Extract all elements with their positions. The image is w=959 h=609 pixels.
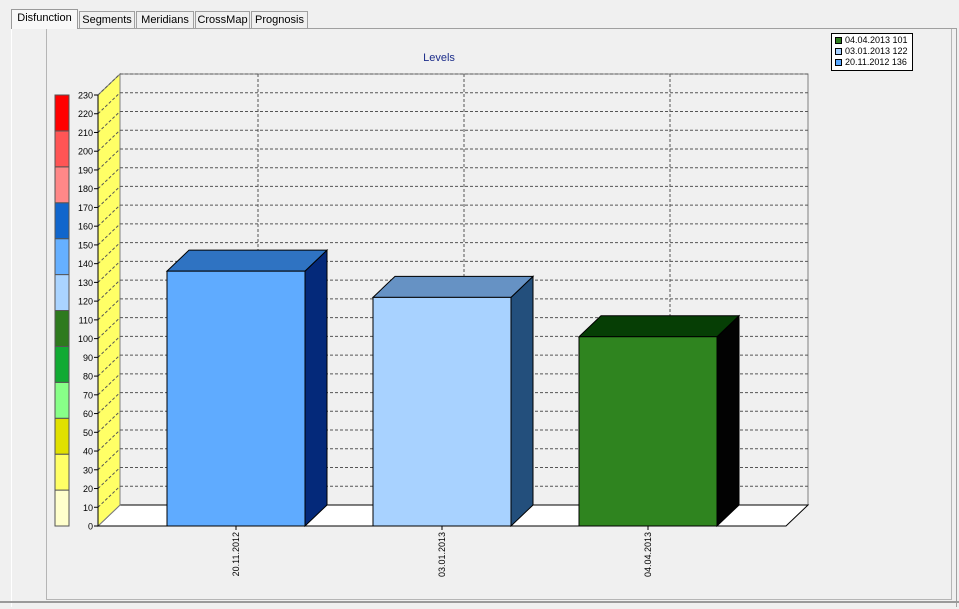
y-tick-label: 190 [78, 165, 93, 175]
tab-disfunction[interactable]: Disfunction [11, 9, 78, 29]
y-tick-label: 70 [83, 390, 93, 400]
level-scale-segment [54, 274, 70, 312]
legend-item: 04.04.2013 101 [835, 35, 912, 46]
y-tick-label: 110 [79, 315, 93, 325]
legend-label: 20.11.2012 136 [845, 57, 907, 67]
gridline-wall [97, 223, 121, 246]
bar-side [304, 248, 328, 528]
y-tick-label: 160 [78, 222, 93, 232]
y-tick-label: 50 [83, 428, 93, 438]
bar-top [371, 275, 535, 298]
y-tick-label: 30 [83, 465, 93, 475]
y-tick-label: 150 [78, 240, 93, 250]
y-tick-label: 90 [83, 353, 93, 363]
gridline-wall [97, 448, 121, 471]
y-tick-label: 80 [83, 372, 93, 382]
y-tick-label: 170 [78, 203, 93, 213]
gridline-wall [97, 317, 121, 339]
y-tick-label: 10 [83, 503, 93, 513]
bar [372, 296, 512, 527]
gridline-wall [97, 467, 121, 489]
gridline-wall [97, 204, 121, 227]
level-scale-segment [54, 238, 70, 276]
bar-side [510, 275, 534, 528]
gridline-wall [97, 129, 121, 152]
tab-crossmap[interactable]: CrossMap [195, 11, 250, 28]
gridline-wall [97, 73, 121, 96]
tab-prognosis[interactable]: Prognosis [251, 11, 308, 28]
legend-label: 04.04.2013 101 [845, 35, 908, 45]
gridline-wall [97, 410, 121, 433]
bar-top [165, 249, 329, 272]
legend-item: 03.01.2013 122 [835, 46, 912, 57]
legend-swatch [835, 59, 842, 66]
chart-legend: 04.04.2013 101 03.01.2013 122 20.11.2012 1… [831, 33, 913, 71]
bar-top [577, 315, 741, 338]
legend-item: 20.11.2012 136 [835, 57, 912, 68]
gridline-wall [97, 261, 121, 283]
y-tick-label: 180 [78, 184, 93, 194]
level-scale-segment [54, 310, 70, 347]
y-tick-label: 60 [83, 409, 93, 419]
gridline-wall [97, 111, 121, 133]
level-scale-segment [54, 381, 70, 419]
level-scale-segment [54, 489, 70, 527]
gridline-wall [97, 186, 121, 208]
chart-frame [46, 29, 952, 600]
chart-title: Levels [423, 52, 455, 64]
tab-segments[interactable]: Segments [79, 11, 135, 28]
y-tick-label: 120 [78, 297, 93, 307]
y-tick-label: 210 [78, 128, 93, 138]
gridline-wall [97, 298, 121, 321]
bottom-divider [0, 601, 959, 603]
y-tick-label: 200 [78, 147, 93, 157]
gridline-wall [97, 92, 121, 115]
level-scale-segment [54, 94, 70, 132]
level-scale-segment [54, 453, 70, 491]
gridline-wall [97, 335, 121, 358]
level-scale-segment [54, 345, 70, 383]
x-tick-label: 20.11.2012 [231, 532, 241, 576]
y-tick-label: 230 [78, 91, 93, 101]
bar-side [716, 314, 740, 528]
bar [578, 336, 718, 527]
x-tick-label: 03.01.2013 [437, 532, 447, 577]
level-scale-segment [54, 202, 70, 240]
x-tick-label: 04.04.2013 [643, 532, 653, 577]
gridline-wall [97, 167, 121, 190]
tab-meridians[interactable]: Meridians [136, 11, 194, 28]
bar [166, 270, 306, 527]
y-tick-label: 20 [83, 484, 93, 494]
level-scale-segment [54, 417, 70, 455]
left-wall [97, 72, 121, 528]
gridline-wall [97, 429, 121, 452]
legend-label: 03.01.2013 122 [845, 46, 908, 56]
gridline-wall [97, 354, 121, 377]
gridline-wall [97, 279, 121, 302]
gridline-wall [97, 373, 121, 396]
legend-swatch [835, 48, 842, 55]
y-tick-label: 220 [78, 109, 93, 119]
y-tick-label: 100 [78, 334, 93, 344]
y-tick-label: 0 [88, 522, 93, 532]
legend-swatch [835, 37, 842, 44]
level-scale-segment [54, 130, 70, 168]
y-tick-label: 130 [78, 278, 93, 288]
level-scale-segment [54, 166, 70, 204]
gridline-wall [97, 392, 121, 414]
y-tick-label: 140 [78, 259, 93, 269]
y-tick-label: 40 [83, 447, 93, 457]
gridline-wall [97, 148, 121, 171]
gridline-wall [97, 242, 121, 265]
gridline-wall [97, 485, 121, 508]
